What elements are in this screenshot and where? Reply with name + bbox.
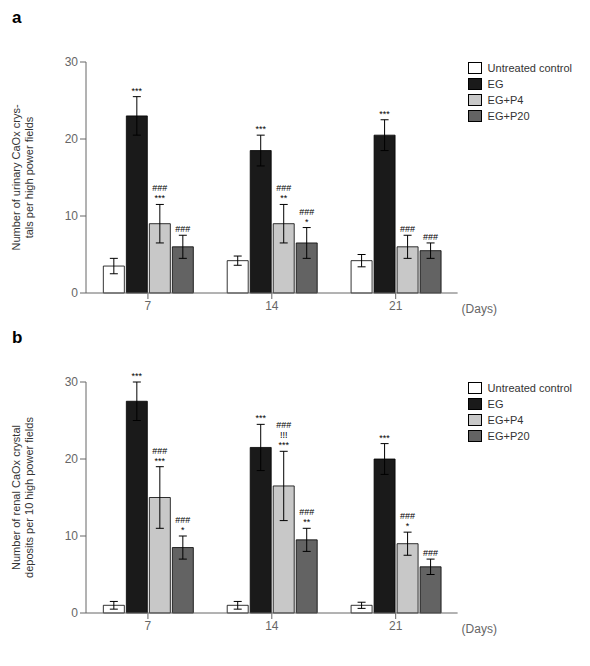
svg-text:###: ### bbox=[299, 507, 314, 517]
svg-text:20: 20 bbox=[65, 452, 79, 466]
svg-text:***: *** bbox=[155, 456, 166, 466]
svg-text:7: 7 bbox=[145, 299, 152, 313]
svg-text:7: 7 bbox=[145, 619, 152, 633]
html-text:EG+P20: EG+P20 bbox=[487, 110, 530, 122]
svg-text:###: ### bbox=[276, 420, 291, 430]
html-text:Untreated control: Untreated control bbox=[487, 382, 572, 394]
svg-text:Number of renal CaOx crystalde: Number of renal CaOx crystaldeposits per… bbox=[10, 417, 35, 578]
html-text:EG+P20: EG+P20 bbox=[487, 430, 530, 442]
svg-text:(Days): (Days) bbox=[462, 302, 497, 316]
svg-text:***: *** bbox=[278, 440, 289, 450]
svg-text:###: ### bbox=[152, 446, 167, 456]
svg-text:20: 20 bbox=[65, 132, 79, 146]
svg-text:###: ### bbox=[400, 224, 415, 234]
svg-text:***: *** bbox=[132, 86, 143, 96]
svg-text:10: 10 bbox=[65, 209, 79, 223]
svg-text:###: ### bbox=[152, 183, 167, 193]
html-text:b: b bbox=[12, 328, 23, 347]
svg-text:###: ### bbox=[423, 232, 438, 242]
svg-text:Number of urinary CaOx crys-ta: Number of urinary CaOx crys-tals per hig… bbox=[10, 104, 35, 250]
html-text:a: a bbox=[12, 8, 22, 27]
svg-text:***: *** bbox=[255, 124, 266, 134]
svg-text:10: 10 bbox=[65, 529, 79, 543]
html-text:EG+P4: EG+P4 bbox=[487, 94, 524, 106]
svg-text:21: 21 bbox=[389, 619, 403, 633]
svg-text:(Days): (Days) bbox=[462, 622, 497, 636]
svg-text:0: 0 bbox=[71, 286, 78, 300]
svg-text:14: 14 bbox=[265, 619, 279, 633]
svg-text:*: * bbox=[406, 521, 410, 531]
html-text:EG+P4: EG+P4 bbox=[487, 414, 524, 426]
svg-text:***: *** bbox=[132, 371, 143, 381]
svg-text:**: ** bbox=[280, 193, 288, 203]
svg-text:***: *** bbox=[155, 193, 166, 203]
svg-text:*: * bbox=[305, 217, 309, 227]
svg-text:###: ### bbox=[299, 207, 314, 217]
svg-text:###: ### bbox=[175, 224, 190, 234]
svg-text:30: 30 bbox=[65, 375, 79, 389]
html-text:EG: EG bbox=[487, 398, 504, 410]
svg-text:0: 0 bbox=[71, 606, 78, 620]
svg-text:**: ** bbox=[303, 517, 311, 527]
svg-text:***: *** bbox=[379, 109, 390, 119]
svg-text:***: *** bbox=[255, 413, 266, 423]
svg-text:21: 21 bbox=[389, 299, 403, 313]
svg-text:!!!: !!! bbox=[280, 430, 288, 440]
svg-text:###: ### bbox=[423, 548, 438, 558]
svg-text:***: *** bbox=[379, 433, 390, 443]
svg-text:*: * bbox=[181, 525, 185, 535]
svg-text:###: ### bbox=[276, 183, 291, 193]
svg-text:30: 30 bbox=[65, 55, 79, 69]
svg-text:###: ### bbox=[400, 511, 415, 521]
svg-text:14: 14 bbox=[265, 299, 279, 313]
html-text:Untreated control: Untreated control bbox=[487, 62, 572, 74]
svg-text:###: ### bbox=[175, 515, 190, 525]
html-text:EG: EG bbox=[487, 78, 504, 90]
